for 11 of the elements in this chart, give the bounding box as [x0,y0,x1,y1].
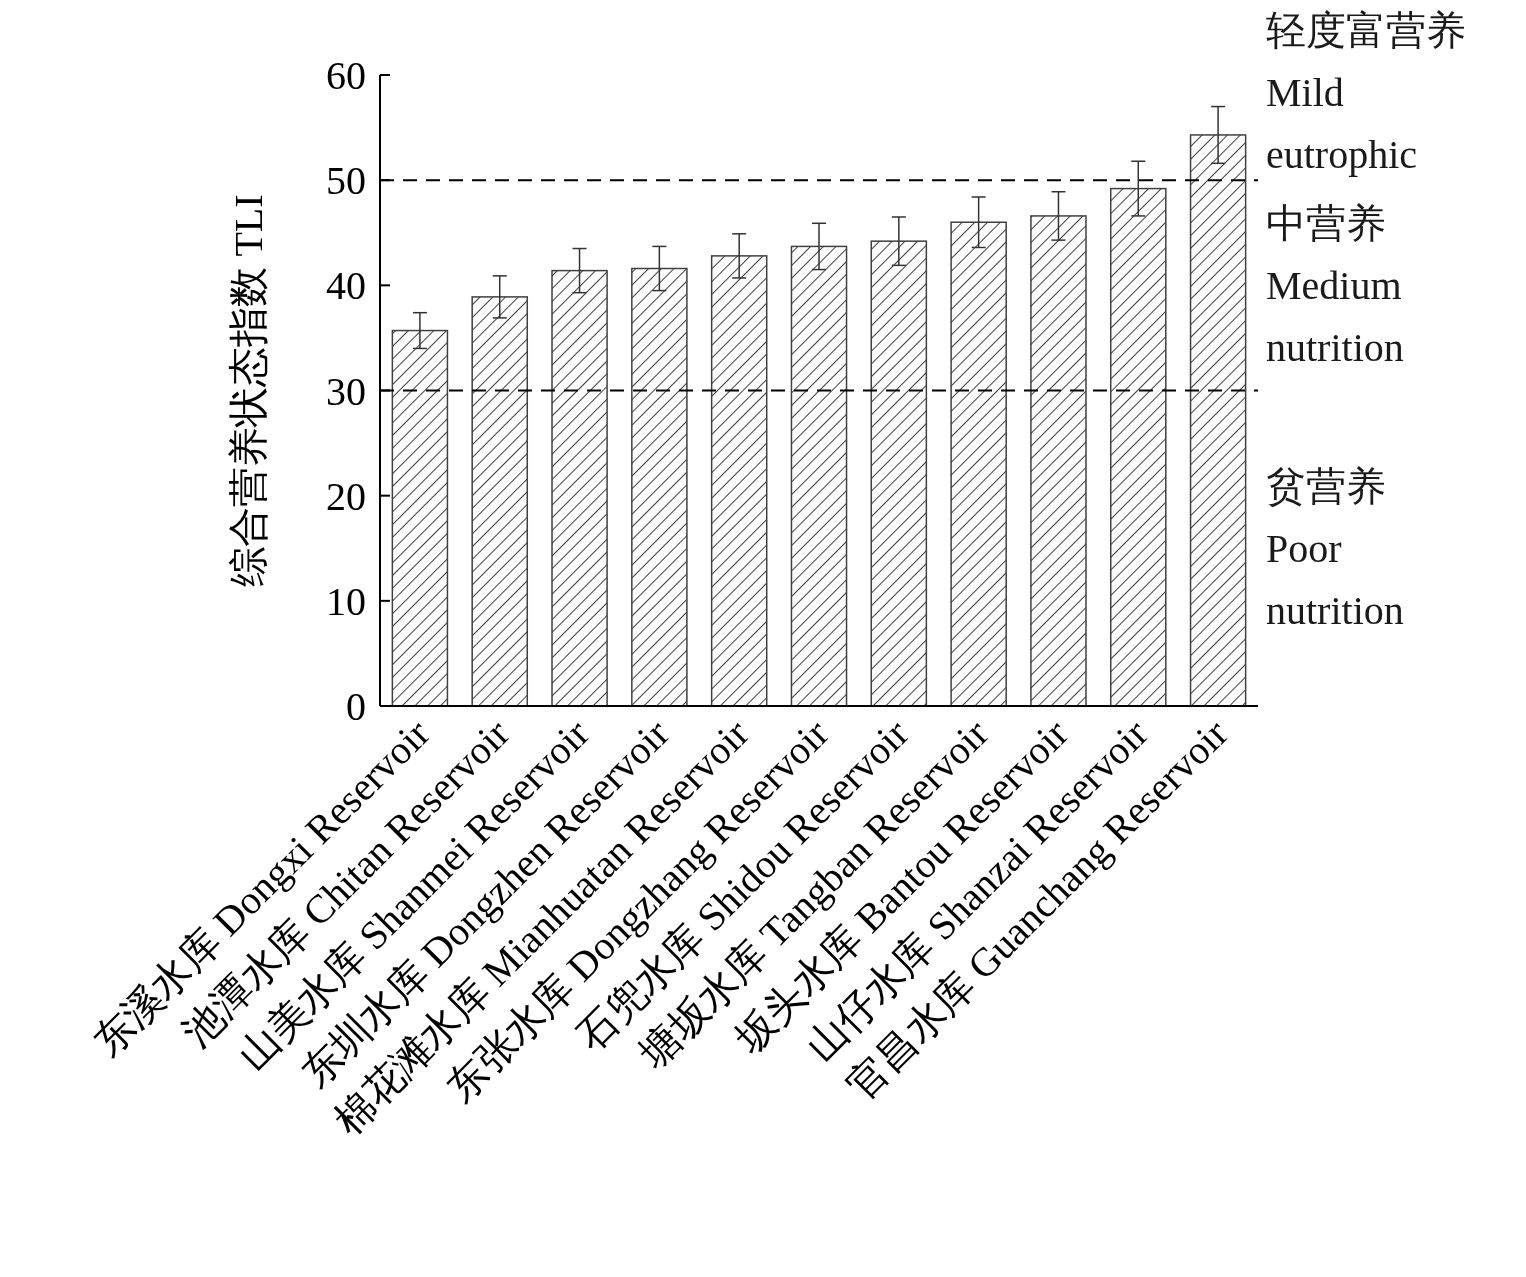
y-tick-label: 10 [326,578,366,624]
text: 中营养 Medium nutrition [1266,201,1404,371]
y-tick-label: 30 [326,368,366,414]
y-tick-label: 40 [326,263,366,309]
text: 贫营养 Poor nutrition [1266,464,1404,634]
y-tick-label: 50 [326,158,366,204]
y-tick-label: 20 [326,473,366,519]
y-tick-label: 60 [326,53,366,98]
y-axis-title: 综合营养状态指数 TLI [226,194,271,587]
text: 轻度富营养 Mild eutrophic [1266,8,1466,178]
y-tick-label: 0 [346,684,366,729]
